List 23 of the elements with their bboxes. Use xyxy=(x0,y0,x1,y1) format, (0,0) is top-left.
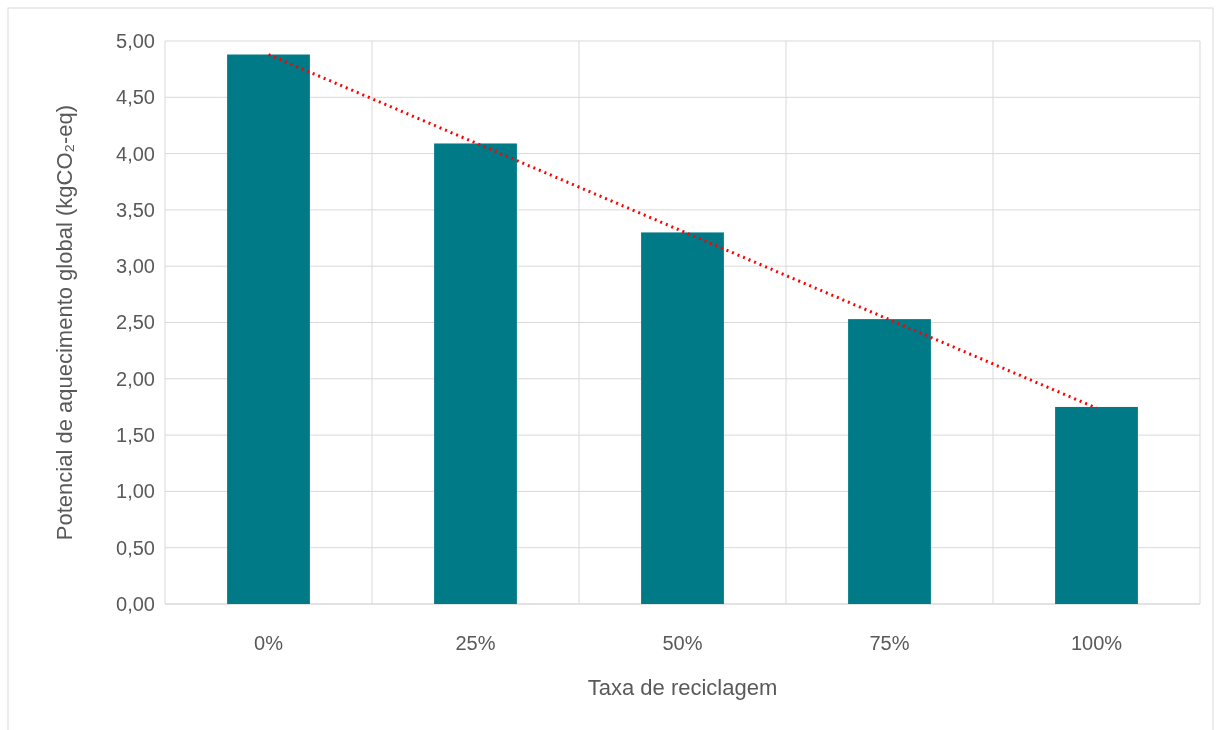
bar xyxy=(434,143,517,604)
y-tick-label: 5,00 xyxy=(116,29,155,52)
bar xyxy=(227,54,310,604)
bar xyxy=(1055,406,1138,604)
y-tick-label: 3,50 xyxy=(116,198,155,221)
x-axis-title: Taxa de reciclagem xyxy=(587,675,778,700)
y-tick-label: 1,50 xyxy=(116,424,155,446)
y-tick-label: 4,00 xyxy=(116,142,155,165)
x-tick-label: 25% xyxy=(455,632,496,655)
y-tick-label: 0,50 xyxy=(116,536,155,559)
y-tick-label: 0,00 xyxy=(116,592,155,615)
y-axis-title: Potencial de aquecimento global (kgCO₂-eq) xyxy=(52,104,77,541)
y-tick-label: 1,00 xyxy=(116,480,155,503)
x-tick-label: 50% xyxy=(662,632,703,655)
bar xyxy=(641,232,724,604)
x-tick-label: 75% xyxy=(869,632,910,655)
x-tick-label: 100% xyxy=(1070,632,1123,655)
bar xyxy=(848,319,931,604)
y-tick-label: 4,50 xyxy=(116,86,155,109)
x-tick-label: 0% xyxy=(254,632,284,655)
y-tick-label: 2,00 xyxy=(116,367,155,390)
y-tick-label: 2,50 xyxy=(116,311,155,334)
y-tick-label: 3,00 xyxy=(116,255,155,278)
